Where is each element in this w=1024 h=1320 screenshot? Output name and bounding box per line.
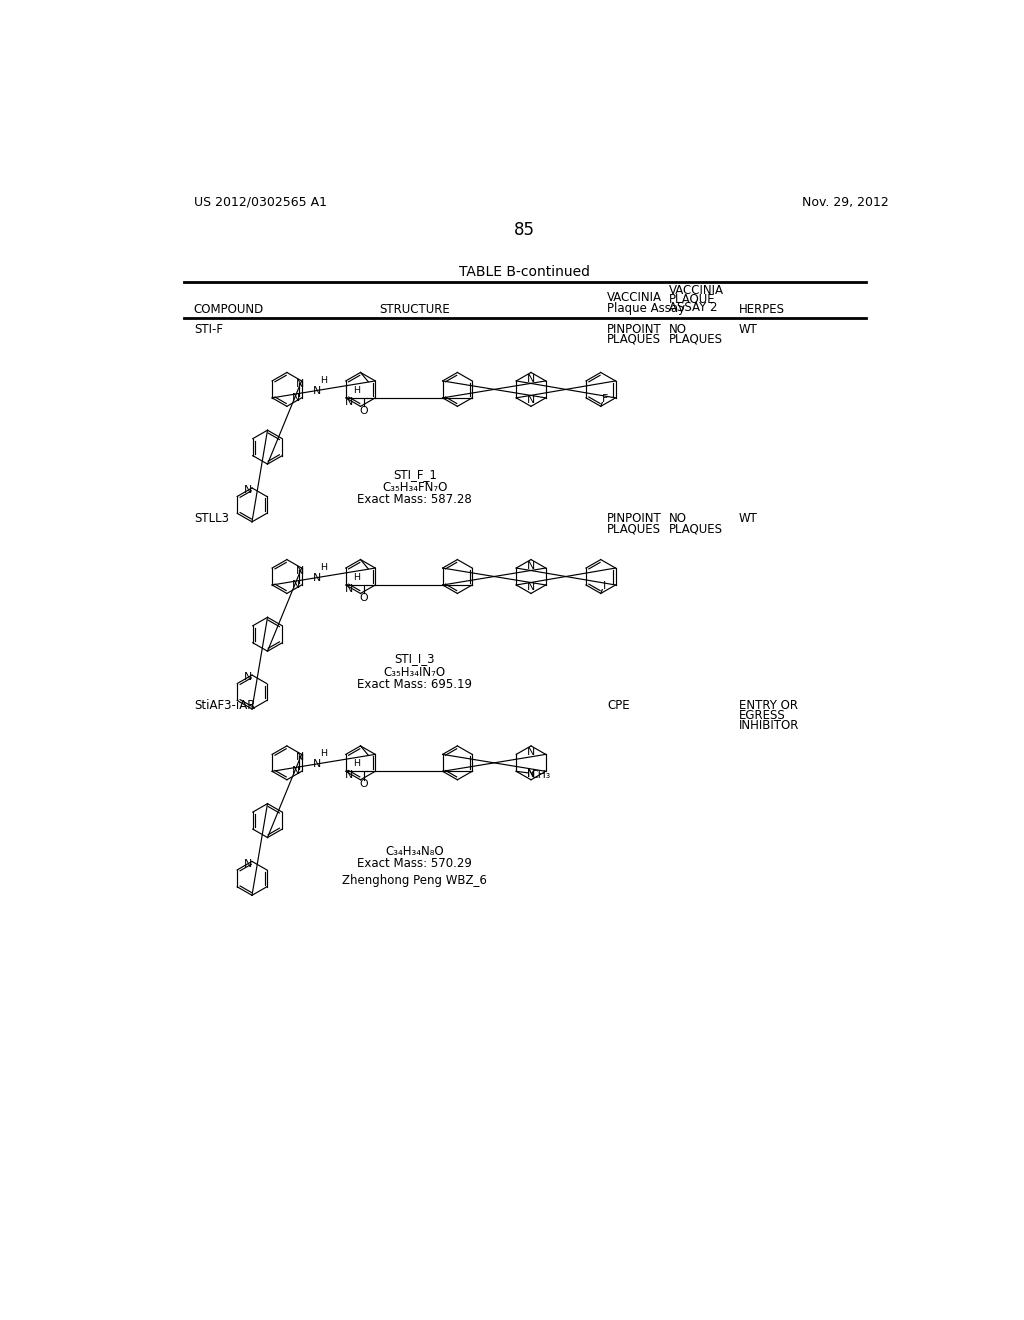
- Text: US 2012/0302565 A1: US 2012/0302565 A1: [194, 195, 327, 209]
- Text: N: N: [527, 561, 536, 570]
- Text: N: N: [296, 752, 304, 763]
- Text: O: O: [359, 593, 368, 603]
- Text: Exact Mass: 587.28: Exact Mass: 587.28: [357, 492, 472, 506]
- Text: HERPES: HERPES: [738, 302, 784, 315]
- Text: EGRESS: EGRESS: [738, 709, 785, 722]
- Text: WT: WT: [738, 512, 758, 525]
- Text: C₃₅H₃₄IN₇O: C₃₅H₃₄IN₇O: [384, 667, 445, 680]
- Text: N: N: [244, 859, 252, 869]
- Text: H: H: [321, 750, 328, 758]
- Text: H: H: [353, 385, 360, 395]
- Text: 85: 85: [514, 220, 536, 239]
- Text: N: N: [296, 566, 304, 576]
- Text: N: N: [527, 582, 536, 593]
- Text: C₃₄H₃₄N₈O: C₃₄H₃₄N₈O: [385, 845, 444, 858]
- Text: CPE: CPE: [607, 698, 630, 711]
- Text: PLAQUES: PLAQUES: [669, 523, 723, 536]
- Text: PLAQUES: PLAQUES: [607, 523, 660, 536]
- Text: CH₃: CH₃: [530, 770, 550, 780]
- Text: PINPOINT: PINPOINT: [607, 512, 662, 525]
- Text: F: F: [601, 393, 608, 404]
- Text: N: N: [527, 395, 536, 405]
- Text: PINPOINT: PINPOINT: [607, 323, 662, 335]
- Text: I: I: [603, 581, 606, 591]
- Text: STI-F: STI-F: [194, 323, 223, 335]
- Text: N: N: [292, 579, 300, 590]
- Text: ASSAY 2: ASSAY 2: [669, 301, 718, 314]
- Text: N: N: [345, 397, 353, 407]
- Text: Exact Mass: 570.29: Exact Mass: 570.29: [357, 857, 472, 870]
- Text: N: N: [313, 573, 322, 583]
- Text: N: N: [527, 768, 536, 779]
- Text: STRUCTURE: STRUCTURE: [379, 302, 451, 315]
- Text: N: N: [527, 768, 536, 779]
- Text: N: N: [292, 767, 300, 776]
- Text: H: H: [321, 562, 328, 572]
- Text: O: O: [359, 779, 368, 789]
- Text: H: H: [353, 759, 360, 768]
- Text: STI_F_1: STI_F_1: [393, 467, 436, 480]
- Text: StiAF3-iAR: StiAF3-iAR: [194, 698, 255, 711]
- Text: STI_I_3: STI_I_3: [394, 652, 435, 665]
- Text: STLL3: STLL3: [194, 512, 229, 525]
- Text: Exact Mass: 695.19: Exact Mass: 695.19: [357, 677, 472, 690]
- Text: Plaque Assay: Plaque Assay: [607, 302, 685, 315]
- Text: WT: WT: [738, 323, 758, 335]
- Text: COMPOUND: COMPOUND: [194, 302, 264, 315]
- Text: N: N: [313, 759, 322, 770]
- Text: Nov. 29, 2012: Nov. 29, 2012: [802, 195, 889, 209]
- Text: ENTRY OR: ENTRY OR: [738, 698, 798, 711]
- Text: VACCINIA: VACCINIA: [607, 292, 662, 305]
- Text: NO: NO: [669, 323, 687, 335]
- Text: N: N: [296, 379, 304, 389]
- Text: C₃₅H₃₄FN₇O: C₃₅H₃₄FN₇O: [382, 482, 447, 495]
- Text: NO: NO: [669, 512, 687, 525]
- Text: N: N: [292, 393, 300, 403]
- Text: O: O: [359, 407, 368, 416]
- Text: N: N: [527, 747, 536, 758]
- Text: H: H: [321, 376, 328, 384]
- Text: PLAQUE: PLAQUE: [669, 293, 716, 306]
- Text: Zhenghong Peng WBZ_6: Zhenghong Peng WBZ_6: [342, 874, 487, 887]
- Text: TABLE B-continued: TABLE B-continued: [460, 265, 590, 280]
- Text: N: N: [345, 583, 353, 594]
- Text: N: N: [244, 672, 252, 682]
- Text: N: N: [244, 486, 252, 495]
- Text: N: N: [345, 770, 353, 780]
- Text: VACCINIA: VACCINIA: [669, 284, 724, 297]
- Text: INHIBITOR: INHIBITOR: [738, 718, 799, 731]
- Text: H: H: [353, 573, 360, 582]
- Text: PLAQUES: PLAQUES: [669, 333, 723, 346]
- Text: N: N: [313, 385, 322, 396]
- Text: N: N: [527, 374, 536, 384]
- Text: PLAQUES: PLAQUES: [607, 333, 660, 346]
